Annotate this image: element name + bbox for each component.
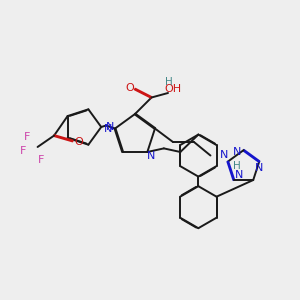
Text: F: F: [38, 155, 44, 166]
Text: H: H: [233, 160, 241, 171]
Text: N: N: [235, 169, 243, 180]
Text: N: N: [105, 122, 114, 132]
Text: F: F: [20, 146, 26, 156]
Text: N: N: [147, 151, 155, 160]
Text: H: H: [165, 76, 172, 87]
Text: N: N: [103, 124, 112, 134]
Text: F: F: [24, 132, 30, 142]
Text: N: N: [255, 163, 263, 173]
Text: O: O: [74, 136, 83, 147]
Text: O: O: [125, 82, 134, 93]
Text: N: N: [220, 150, 228, 160]
Text: OH: OH: [165, 84, 182, 94]
Text: N: N: [233, 147, 241, 157]
